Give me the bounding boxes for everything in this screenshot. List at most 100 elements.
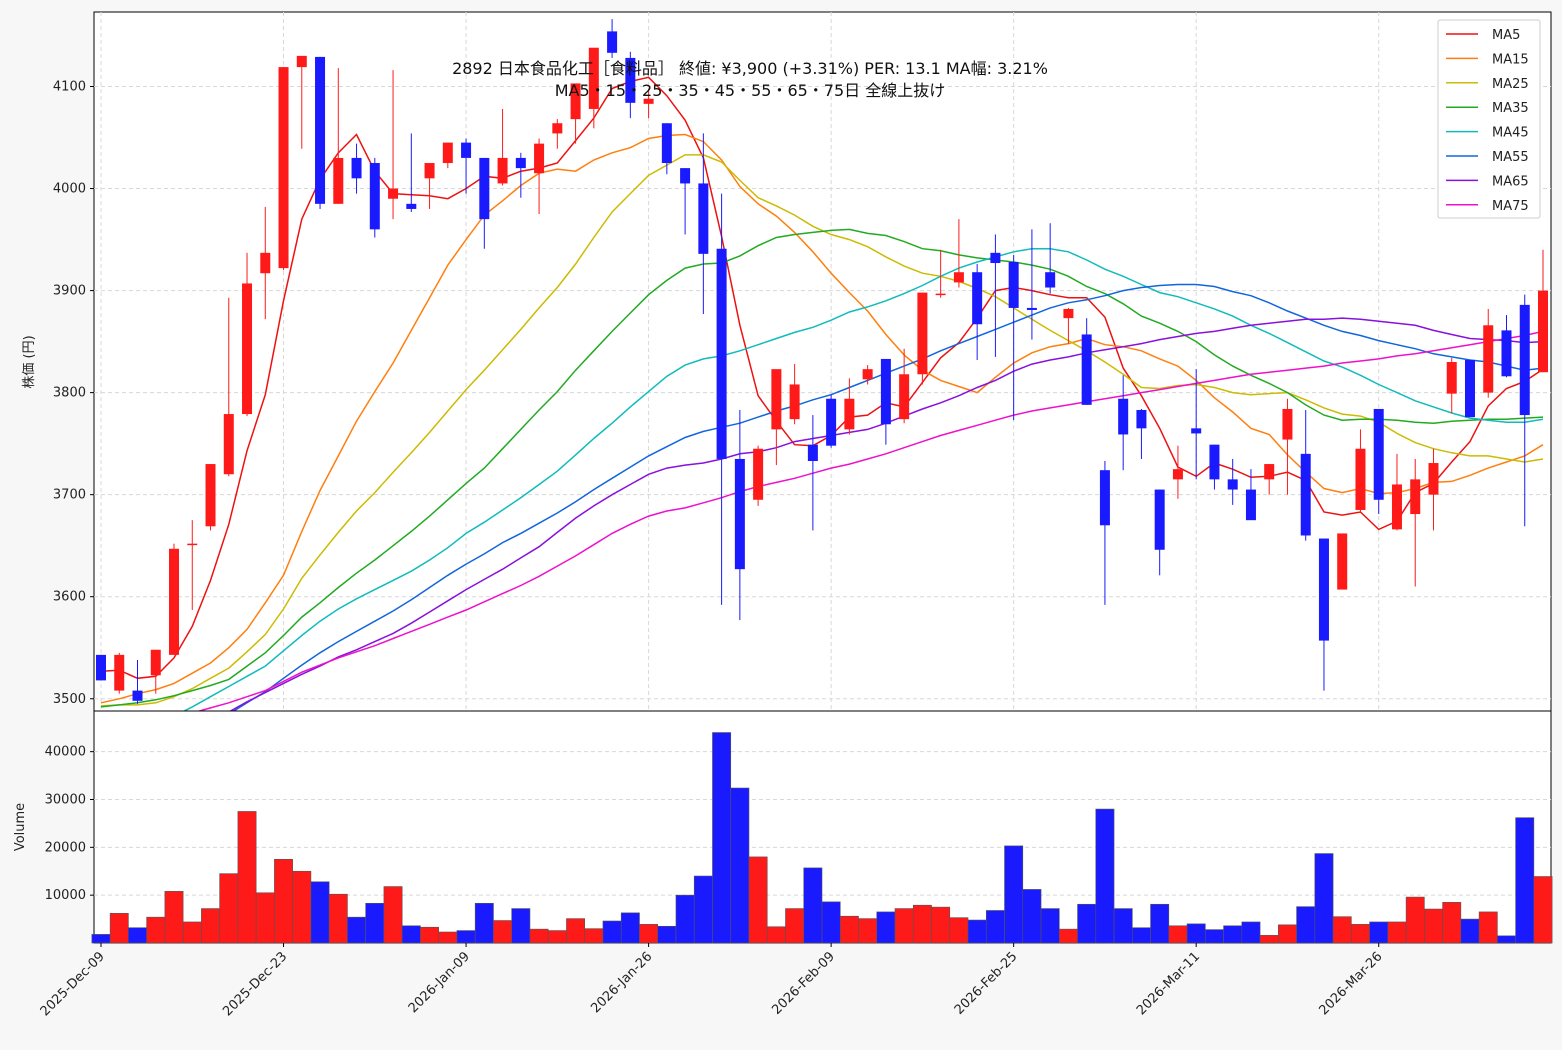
volume-tick-label: 10000 [45, 888, 86, 903]
candle-body [205, 464, 216, 527]
volume-bar [1040, 908, 1060, 944]
candle-body [552, 123, 563, 134]
candles [96, 19, 1548, 704]
volume-bar [912, 904, 932, 944]
candle-body [1172, 469, 1183, 480]
candle-body [1318, 538, 1329, 641]
volume-bar [894, 908, 914, 944]
candle-body [661, 123, 672, 164]
volume-bar [1515, 817, 1535, 944]
volume-bar [639, 924, 659, 944]
volume-bar [602, 920, 622, 944]
volume-bar [1150, 903, 1170, 944]
candle-body [680, 168, 691, 184]
ma-line-ma45 [182, 247, 1544, 711]
price-tick-label: 4000 [53, 182, 86, 197]
candle-body [990, 252, 1001, 264]
candle-body [1191, 428, 1202, 434]
candle-body [1410, 479, 1421, 515]
candle-body [734, 458, 745, 570]
candle-body [150, 649, 161, 676]
price-tick-label: 4100 [53, 79, 86, 94]
candle-body [1282, 408, 1293, 440]
volume-bar [420, 926, 439, 944]
candle-body [1045, 272, 1056, 288]
candle-body [534, 143, 545, 174]
volume-bar [1223, 925, 1243, 944]
legend-label: MA65 [1492, 174, 1529, 189]
volume-bar [1205, 929, 1224, 944]
ma-line-ma55 [232, 283, 1544, 711]
candle-body [406, 203, 417, 209]
ma-line-ma35 [100, 228, 1544, 708]
candle-body [1026, 307, 1037, 310]
volume-bar [219, 873, 239, 944]
candle-body [1227, 479, 1238, 490]
volume-bar [1460, 918, 1480, 944]
candle-body [1391, 484, 1402, 530]
price-y-label: 株価 (円) [22, 335, 37, 388]
volume-bar [675, 894, 695, 944]
volume-bar [182, 921, 202, 944]
price-tick-label: 3500 [53, 692, 86, 707]
price-tick-label: 3600 [53, 590, 86, 605]
volume-bar [109, 913, 129, 944]
x-tick-label: 2026-Mar-11 [1134, 949, 1203, 1018]
volume-bar [1387, 921, 1407, 944]
volume-bar [785, 908, 805, 944]
candle-body [132, 690, 143, 701]
volume-bar [566, 918, 586, 944]
candle-body [1355, 448, 1366, 510]
price-y-ticks: 3500 3600 3700 3800 3900 4000 4100 [53, 79, 94, 707]
candle-body [296, 55, 307, 68]
price-tick-label: 3700 [53, 488, 86, 503]
volume-bar [438, 931, 458, 944]
candle-body [826, 398, 837, 446]
volume-bar [858, 918, 878, 944]
volume-bar [748, 856, 768, 944]
volume-bar [766, 926, 786, 944]
volume-bar [693, 875, 713, 944]
candle-body [1209, 444, 1220, 480]
x-ticks: 2025-Dec-09 2025-Dec-23 2026-Jan-09 2026-Ja… [38, 943, 1386, 1019]
ma-line-ma65 [229, 317, 1544, 711]
volume-bar [1351, 924, 1370, 944]
volume-bar [255, 892, 275, 944]
volume-bar [347, 916, 366, 944]
candle-body [1373, 408, 1384, 500]
legend-label: MA15 [1492, 52, 1529, 67]
candle-body [789, 384, 800, 420]
candle-body [588, 47, 599, 109]
volume-bar [91, 934, 111, 944]
candle-body [899, 374, 910, 420]
volume-bar [310, 881, 330, 944]
volume-grid [94, 751, 1551, 896]
candle-body [1264, 464, 1275, 480]
candle-body [169, 548, 180, 655]
volume-bars [91, 732, 1553, 944]
volume-bar [1259, 935, 1279, 944]
candle-body [461, 142, 472, 158]
candle-body [1063, 308, 1074, 319]
volume-bar [1022, 889, 1042, 944]
volume-bar [1113, 908, 1133, 944]
volume-bar [274, 858, 293, 944]
volume-bar [146, 916, 166, 944]
volume-bar [292, 870, 312, 944]
legend-label: MA25 [1492, 77, 1529, 92]
candle-body [388, 188, 399, 199]
candle-body [716, 248, 727, 459]
volume-bar [365, 902, 385, 944]
volume-tick-label: 20000 [45, 840, 86, 855]
volume-bar [383, 886, 403, 944]
candle-body [278, 67, 289, 269]
volume-bar [547, 930, 567, 944]
candle-body [935, 293, 946, 296]
candle-body [1519, 304, 1530, 416]
candle-body [1446, 362, 1457, 394]
volume-tick-label: 30000 [45, 792, 86, 807]
price-tick-label: 3900 [53, 284, 86, 299]
candle-body [771, 369, 782, 430]
volume-bar [821, 901, 841, 944]
